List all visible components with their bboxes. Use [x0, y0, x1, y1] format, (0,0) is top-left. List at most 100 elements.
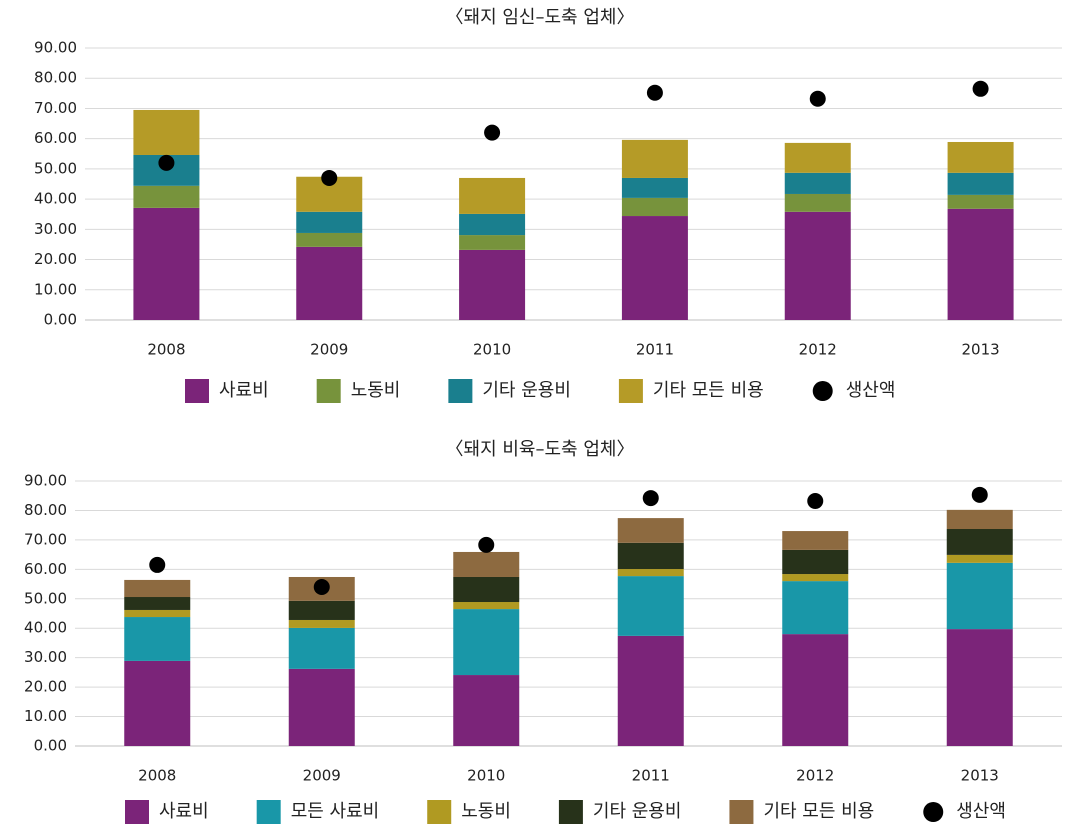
- y-tick-label: 0.00: [34, 737, 67, 755]
- bar-segment: [621, 197, 688, 217]
- legend-label: 모든 사료비: [291, 801, 380, 822]
- x-tick-label: 2009: [310, 341, 348, 359]
- bar-segment: [459, 249, 526, 320]
- legend-item: 사료비: [185, 379, 269, 403]
- legend-swatch: [427, 800, 452, 824]
- bar-segment: [784, 211, 851, 320]
- x-tick-label: 2013: [961, 341, 999, 359]
- dot: [478, 536, 495, 553]
- x-tick-label: 2009: [303, 767, 341, 785]
- dot: [313, 579, 330, 595]
- dot: [807, 493, 824, 510]
- bar-segment: [782, 549, 849, 575]
- dot: [642, 490, 659, 507]
- x-tick-label: 2012: [796, 767, 834, 785]
- legend-label: 기타 모든 비용: [763, 801, 874, 822]
- legend-label: 기타 모든 비용: [653, 380, 764, 401]
- bar-segment: [947, 208, 1014, 320]
- bar-segment: [617, 576, 684, 636]
- bar-segment: [782, 574, 849, 582]
- legend-label: 기타 운용비: [482, 380, 571, 401]
- dot: [971, 486, 988, 503]
- bar-segment: [453, 602, 520, 610]
- bar-segment: [617, 569, 684, 577]
- bar-segment: [124, 579, 191, 598]
- legend-label: 노동비: [461, 801, 511, 822]
- bar-segment: [617, 542, 684, 570]
- chart-title: 〈돼지 임신–도축 업체〉: [446, 7, 635, 28]
- bar-segment: [288, 668, 355, 746]
- bar-segment: [124, 660, 191, 746]
- dot: [809, 90, 826, 107]
- y-tick-label: 70.00: [24, 530, 67, 548]
- legend-swatch: [558, 800, 583, 824]
- bar-segment: [947, 141, 1014, 173]
- bar-segment: [946, 562, 1013, 630]
- legend-swatch: [125, 800, 149, 824]
- y-tick-label: 30.00: [24, 648, 67, 666]
- bar-segment: [617, 518, 684, 543]
- x-tick-label: 2012: [799, 341, 837, 359]
- bar-segment: [459, 177, 526, 214]
- dot: [158, 154, 175, 171]
- bar-segment: [453, 576, 520, 603]
- dot: [484, 124, 501, 141]
- legend-label: 노동비: [351, 380, 401, 401]
- bar-segment: [617, 635, 684, 746]
- x-tick-label: 2010: [473, 341, 511, 359]
- legend-item: 기타 모든 비용: [618, 379, 764, 403]
- bar-segment: [296, 246, 363, 320]
- legend-item: 기타 운용비: [558, 800, 682, 824]
- legend-label: 기타 운용비: [593, 801, 682, 822]
- bar-segment: [782, 634, 849, 746]
- x-tick-label: 2008: [138, 767, 176, 785]
- y-tick-label: 90.00: [24, 472, 67, 490]
- bar-segment: [124, 617, 191, 661]
- y-tick-label: 10.00: [34, 280, 77, 298]
- chart-title: 〈돼지 비육–도축 업체〉: [446, 439, 635, 460]
- y-tick-label: 20.00: [34, 250, 77, 268]
- x-tick-label: 2010: [467, 767, 505, 785]
- legend-swatch: [185, 379, 209, 403]
- bar-segment: [621, 177, 688, 198]
- bar-segment: [459, 235, 526, 250]
- bar-segment: [133, 185, 200, 208]
- legend-swatch: [316, 379, 341, 403]
- bar-segment: [947, 194, 1014, 209]
- legend-item: 생산액: [923, 801, 1006, 822]
- legend-swatch: [729, 800, 754, 824]
- dot: [972, 80, 989, 97]
- y-tick-label: 10.00: [24, 707, 67, 725]
- y-tick-label: 50.00: [34, 159, 77, 177]
- bar-segment: [124, 609, 191, 618]
- legend-swatch: [618, 379, 643, 403]
- bar-segment: [288, 619, 355, 628]
- legend-label: 사료비: [159, 801, 209, 822]
- bar-segment: [459, 213, 526, 236]
- bar-segment: [946, 509, 1013, 529]
- legend-item: 사료비: [125, 800, 209, 824]
- bar-segment: [296, 232, 363, 247]
- x-tick-label: 2011: [632, 767, 670, 785]
- y-tick-label: 90.00: [34, 39, 77, 57]
- y-tick-label: 50.00: [24, 589, 67, 607]
- legend-label: 생산액: [846, 380, 896, 401]
- legend-swatch: [448, 379, 473, 403]
- bar-segment: [453, 551, 520, 577]
- bar-segment: [784, 193, 851, 212]
- bar-segment: [124, 597, 191, 610]
- legend-item: 생산액: [812, 380, 896, 401]
- legend-swatch: [256, 800, 281, 824]
- legend-item: 기타 모든 비용: [729, 800, 874, 824]
- bar-segment: [782, 581, 849, 635]
- bar-segment: [453, 675, 520, 746]
- legend-dot: [812, 381, 833, 401]
- legend-item: 기타 운용비: [448, 379, 571, 403]
- dot: [646, 84, 663, 101]
- bar-segment: [288, 627, 355, 669]
- dot: [149, 556, 166, 573]
- y-tick-label: 20.00: [24, 678, 67, 696]
- y-tick-label: 80.00: [24, 501, 67, 519]
- y-tick-label: 40.00: [24, 619, 67, 637]
